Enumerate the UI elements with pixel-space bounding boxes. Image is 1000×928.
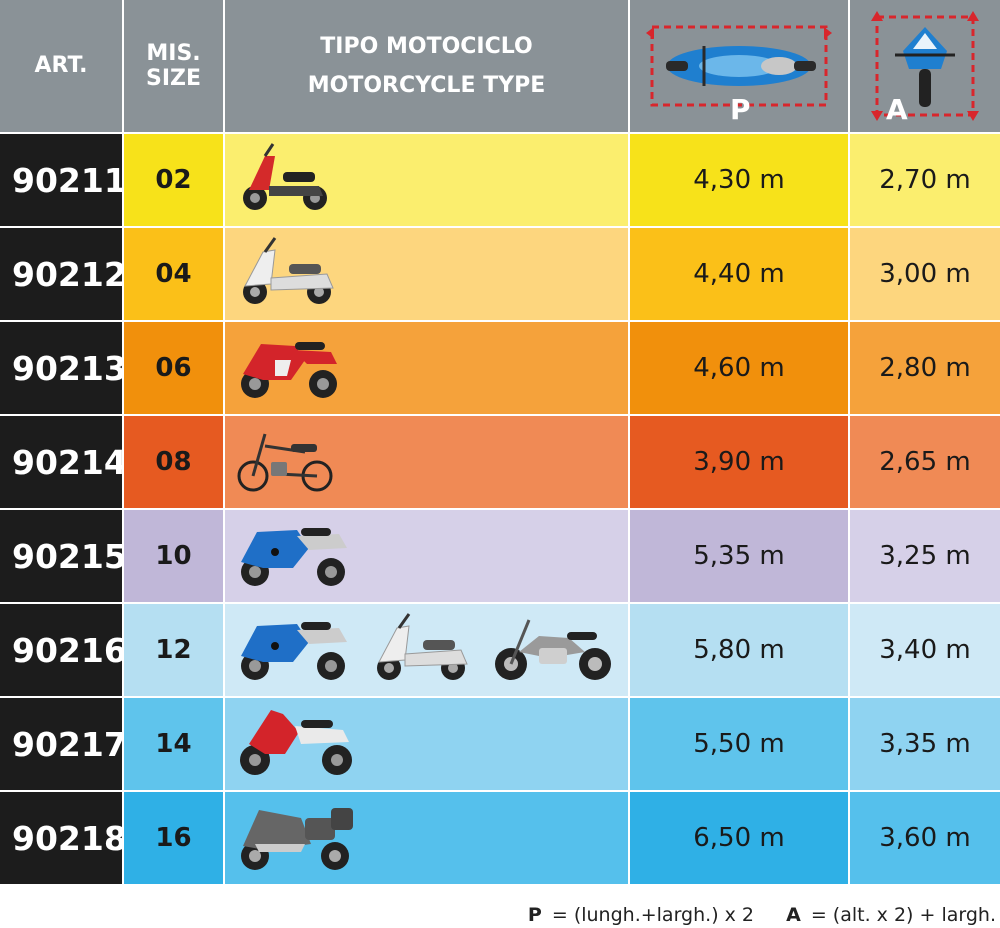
- header-art: ART.: [0, 0, 124, 132]
- article-number: 90213: [0, 322, 127, 414]
- height-value: 3,60 m: [850, 792, 1000, 884]
- height-value: 3,40 m: [850, 604, 1000, 696]
- height-value: 3,25 m: [850, 510, 1000, 602]
- perimeter-letter: P: [730, 92, 751, 126]
- table-row: 90215 10 5,35 m 3,25 m: [0, 510, 1000, 604]
- table-row: 90216 12 5,80 m 3,40 m: [0, 604, 1000, 698]
- header-perimeter: P: [630, 0, 850, 132]
- article-number: 90211: [0, 134, 127, 226]
- table-row: 90211 02 4,30 m 2,70 m: [0, 134, 1000, 228]
- footer-a-formula: = (alt. x 2) + largh.: [810, 904, 996, 926]
- perimeter-value: 5,35 m: [630, 510, 850, 602]
- size-code: 02: [124, 134, 225, 226]
- size-code: 08: [124, 416, 225, 508]
- motorcycle-front-view-icon: [871, 11, 979, 121]
- cruiser-motorcycle-icon: [489, 612, 619, 688]
- motorcycle-type: [225, 322, 630, 414]
- formula-footer: P = (lungh.+largh.) x 2 A = (alt. x 2) +…: [528, 904, 996, 926]
- height-value: 2,70 m: [850, 134, 1000, 226]
- header-height: A: [850, 0, 1000, 132]
- height-value: 2,65 m: [850, 416, 1000, 508]
- header-size-it: MIS.: [146, 40, 201, 66]
- scooter-red-motorcycle-icon: [235, 142, 335, 218]
- footer-a-label: A: [786, 904, 801, 926]
- size-code: 06: [124, 322, 225, 414]
- header-size-en: SIZE: [145, 66, 201, 91]
- perimeter-value: 4,60 m: [630, 322, 850, 414]
- perimeter-value: 5,80 m: [630, 604, 850, 696]
- footer-p-label: P: [527, 904, 542, 926]
- size-code: 16: [124, 792, 225, 884]
- table-row: 90213 06 4,60 m 2,80 m: [0, 322, 1000, 416]
- size-code: 10: [124, 510, 225, 602]
- size-code: 12: [124, 604, 225, 696]
- motorcycle-type: [225, 416, 630, 508]
- perimeter-value: 3,90 m: [630, 416, 850, 508]
- table-body: 90211 02 4,30 m 2,70 m 90212 04 4,40 m 3,00 m 90…: [0, 134, 1000, 886]
- perimeter-value: 4,30 m: [630, 134, 850, 226]
- header-type-it: TIPO MOTOCICLO: [320, 33, 533, 59]
- height-value: 2,80 m: [850, 322, 1000, 414]
- maxi-scooter-white-motorcycle-icon: [235, 236, 341, 312]
- motorcycle-type: [225, 134, 630, 226]
- table-row: 90214 08 3,90 m 2,65 m: [0, 416, 1000, 510]
- height-letter: A: [886, 92, 908, 126]
- footer-p-formula: = (lungh.+largh.) x 2: [551, 904, 755, 926]
- article-number: 90218: [0, 792, 127, 884]
- height-value: 3,35 m: [850, 698, 1000, 790]
- article-number: 90212: [0, 228, 127, 320]
- moped-motorcycle-icon: [235, 424, 335, 500]
- size-code: 14: [124, 698, 225, 790]
- header-type: TIPO MOTOCICLO MOTORCYCLE TYPE: [225, 0, 630, 132]
- table-header: ART. MIS. SIZE TIPO MOTOCICLO MOTORCYCLE…: [0, 0, 1000, 134]
- table-row: 90217 14 5,50 m 3,35 m: [0, 698, 1000, 792]
- motorcycle-top-view-icon: [646, 25, 832, 107]
- motorcycle-type: [225, 510, 630, 602]
- perimeter-value: 5,50 m: [630, 698, 850, 790]
- perimeter-value: 4,40 m: [630, 228, 850, 320]
- article-number: 90216: [0, 604, 127, 696]
- size-table: ART. MIS. SIZE TIPO MOTOCICLO MOTORCYCLE…: [0, 0, 1000, 886]
- article-number: 90215: [0, 510, 127, 602]
- table-row: 90218 16 6,50 m 3,60 m: [0, 792, 1000, 886]
- height-value: 3,00 m: [850, 228, 1000, 320]
- header-size: MIS. SIZE: [124, 0, 225, 132]
- table-row: 90212 04 4,40 m 3,00 m: [0, 228, 1000, 322]
- sport-blue-motorcycle-icon: [235, 612, 355, 688]
- motorcycle-type: [225, 698, 630, 790]
- sport-blue-motorcycle-icon: [235, 518, 355, 594]
- article-number: 90214: [0, 416, 127, 508]
- motorcycle-type: [225, 792, 630, 884]
- perimeter-value: 6,50 m: [630, 792, 850, 884]
- header-type-en: MOTORCYCLE TYPE: [307, 73, 546, 98]
- motorcycle-type: [225, 228, 630, 320]
- size-code: 04: [124, 228, 225, 320]
- motorcycle-type: [225, 604, 630, 696]
- enduro-red-motorcycle-icon: [235, 704, 359, 784]
- article-number: 90217: [0, 698, 127, 790]
- sport-red-motorcycle-icon: [235, 330, 345, 406]
- maxi-scooter-white-motorcycle-icon: [369, 612, 475, 688]
- tourer-motorcycle-icon: [235, 798, 359, 878]
